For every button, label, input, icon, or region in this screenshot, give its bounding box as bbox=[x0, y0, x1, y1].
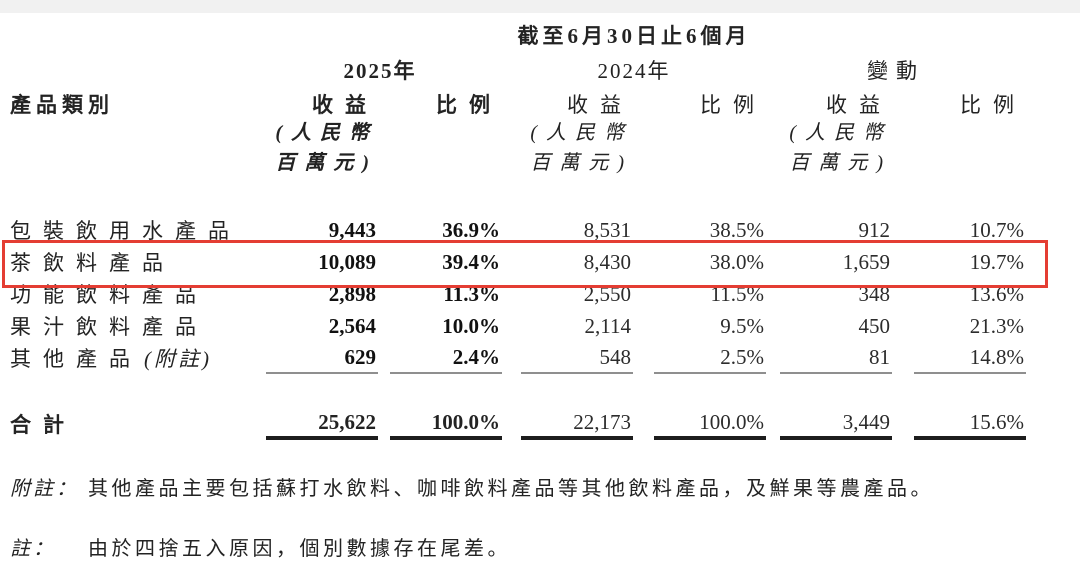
revenue-2025-cell: 9,443 bbox=[328, 217, 376, 242]
revenue-2024-total: 22,173 bbox=[502, 408, 633, 440]
revenue-2024-cell: 548 bbox=[502, 342, 633, 374]
currency-unit-2024-line2: 百萬元) bbox=[530, 152, 633, 174]
table-row-tea-beverage: 茶飲料產品 10,089 39.4% 8,430 38.0% 1,659 19.… bbox=[0, 246, 1080, 278]
ratio-2025-cell: 2.4% bbox=[378, 342, 502, 374]
revenue-change-header: 收益 bbox=[826, 93, 892, 117]
table-row-functional-beverage: 功能飲料產品 2,898 11.3% 2,550 11.5% 348 13.6% bbox=[0, 278, 1080, 310]
page-top-margin bbox=[0, 0, 1080, 13]
ratio-change-cell: 21.3% bbox=[969, 313, 1024, 338]
revenue-2024-header: 收益 bbox=[567, 93, 633, 117]
row-label: 果汁飲料產品 bbox=[10, 315, 208, 339]
ratio-2024-cell: 38.0% bbox=[709, 249, 764, 274]
row-label-note-ref: (附註) bbox=[144, 347, 212, 371]
row-label: 茶飲料產品 bbox=[10, 251, 175, 275]
ratio-change-cell: 13.6% bbox=[969, 281, 1024, 306]
currency-unit-change-line2: 百萬元) bbox=[789, 152, 892, 174]
table-header-columns-row: 產品類別 收益 比例 收益 比例 收益 比例 bbox=[0, 92, 1080, 118]
footnote-text: 其他產品主要包括蘇打水飲料、咖啡飲料產品等其他飲料產品，及鮮果等農產品。 bbox=[88, 478, 934, 500]
revenue-2024-cell: 2,114 bbox=[584, 313, 631, 338]
revenue-2025-cell: 2,564 bbox=[328, 313, 376, 338]
footnote-term: 附註： bbox=[10, 478, 79, 500]
revenue-2025-cell: 10,089 bbox=[318, 249, 376, 274]
ratio-change-cell: 10.7% bbox=[969, 217, 1024, 242]
table-body: 包裝飲用水產品 9,443 36.9% 8,531 38.5% 912 10.7… bbox=[0, 214, 1080, 440]
ratio-2025-cell: 10.0% bbox=[442, 313, 500, 338]
period-header: 截至6月30日止6個月 bbox=[517, 24, 751, 48]
table-header-period-row: 截至6月30日止6個月 bbox=[0, 22, 1080, 50]
revenue-2025-cell: 629 bbox=[258, 342, 378, 374]
table-row-juice-beverage: 果汁飲料產品 2,564 10.0% 2,114 9.5% 450 21.3% bbox=[0, 310, 1080, 342]
row-label: 功能飲料產品 bbox=[10, 283, 208, 307]
ratio-change-total: 15.6% bbox=[892, 408, 1026, 440]
row-label: 其他產品 (附註) bbox=[10, 342, 258, 374]
ratio-change-cell: 19.7% bbox=[969, 249, 1024, 274]
revenue-2024-cell: 8,531 bbox=[583, 217, 631, 242]
ratio-change-header: 比例 bbox=[960, 93, 1026, 117]
revenue-2024-cell: 8,430 bbox=[583, 249, 631, 274]
column-group-2024: 2024年 bbox=[597, 59, 671, 83]
table-row-other-products: 其他產品 (附註) 629 2.4% 548 2.5% 81 14.8% bbox=[0, 342, 1080, 374]
revenue-change-cell: 912 bbox=[858, 217, 891, 242]
ratio-2024-cell: 38.5% bbox=[709, 217, 764, 242]
total-label: 合計 bbox=[10, 413, 76, 437]
revenue-2024-cell: 2,550 bbox=[583, 281, 631, 306]
ratio-change-cell: 14.8% bbox=[892, 342, 1026, 374]
currency-unit-row-2: 百萬元) 百萬元) 百萬元) bbox=[0, 148, 1080, 178]
revenue-2025-cell: 2,898 bbox=[328, 281, 376, 306]
revenue-2025-header: 收益 bbox=[312, 93, 378, 117]
ratio-2024-cell: 2.5% bbox=[633, 342, 766, 374]
currency-unit-2025-line2: 百萬元) bbox=[275, 152, 378, 174]
revenue-change-total: 3,449 bbox=[766, 408, 892, 440]
table-header-years-row: 2025年 2024年 變動 bbox=[0, 56, 1080, 86]
footnote-text: 由於四捨五入原因，個別數據存在尾差。 bbox=[88, 538, 511, 560]
footnote-term: 註： bbox=[10, 538, 56, 560]
revenue-change-cell: 81 bbox=[766, 342, 892, 374]
revenue-change-cell: 1,659 bbox=[842, 249, 890, 274]
ratio-2024-total: 100.0% bbox=[633, 408, 766, 440]
footnote-other-products: 附註： 其他產品主要包括蘇打水飲料、咖啡飲料產品等其他飲料產品，及鮮果等農產品。 bbox=[0, 476, 1080, 502]
column-group-change: 變動 bbox=[867, 59, 925, 83]
currency-unit-2024-line1: (人民幣 bbox=[530, 122, 633, 144]
table-total-row: 合計 25,622 100.0% 22,173 100.0% 3,449 15.… bbox=[0, 408, 1080, 440]
revenue-change-cell: 450 bbox=[858, 313, 891, 338]
table-row-packaged-water: 包裝飲用水產品 9,443 36.9% 8,531 38.5% 912 10.7… bbox=[0, 214, 1080, 246]
revenue-change-cell: 348 bbox=[858, 281, 891, 306]
ratio-2024-cell: 9.5% bbox=[720, 313, 764, 338]
revenue-2025-total: 25,622 bbox=[258, 408, 378, 440]
ratio-2025-cell: 11.3% bbox=[443, 281, 500, 306]
footnote-rounding: 註： 由於四捨五入原因，個別數據存在尾差。 bbox=[0, 536, 1080, 562]
ratio-2024-cell: 11.5% bbox=[710, 281, 764, 306]
currency-unit-2025-line1: (人民幣 bbox=[275, 122, 378, 144]
currency-unit-row-1: (人民幣 (人民幣 (人民幣 bbox=[0, 118, 1080, 148]
ratio-2025-cell: 39.4% bbox=[442, 249, 500, 274]
ratio-2025-header: 比例 bbox=[436, 93, 502, 117]
ratio-2024-header: 比例 bbox=[700, 93, 766, 117]
ratio-2025-total: 100.0% bbox=[378, 408, 502, 440]
ratio-2025-cell: 36.9% bbox=[442, 217, 500, 242]
currency-unit-change-line1: (人民幣 bbox=[789, 122, 892, 144]
product-category-header: 產品類別 bbox=[10, 93, 114, 117]
column-group-2025: 2025年 bbox=[343, 59, 417, 83]
row-label: 包裝飲用水產品 bbox=[10, 219, 241, 243]
